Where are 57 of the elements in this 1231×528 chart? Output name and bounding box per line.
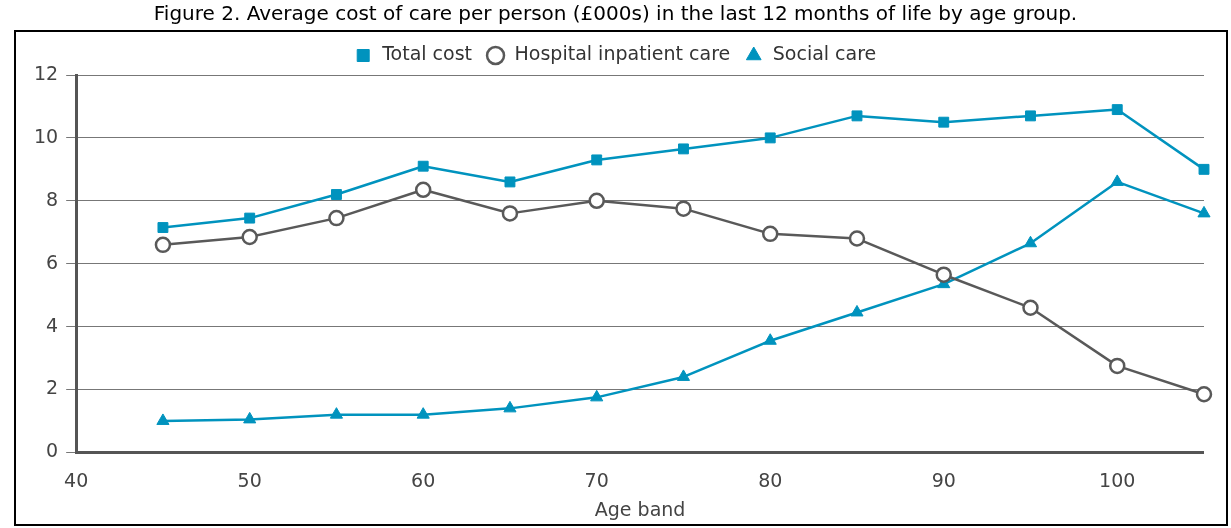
point	[414, 181, 432, 199]
point	[1195, 385, 1213, 403]
y-tick-label: 4	[46, 313, 59, 336]
point	[591, 154, 603, 166]
legend-label: Total cost	[381, 42, 473, 65]
chart-title: Figure 2. Average cost of care per person (£000s) in the last 12 months of life by age group.	[152, 0, 1079, 26]
point	[329, 407, 344, 419]
point	[1110, 174, 1124, 186]
point	[1025, 110, 1036, 122]
x-tick-label: 80	[758, 468, 783, 491]
point	[1023, 235, 1038, 248]
y-tick-label: 2	[46, 376, 59, 399]
point	[328, 209, 345, 227]
point	[848, 230, 866, 247]
point	[935, 266, 952, 283]
point	[1198, 163, 1210, 175]
point	[1022, 299, 1039, 316]
point	[417, 160, 429, 172]
x-tick-label: 100	[1099, 468, 1136, 491]
point	[590, 389, 604, 402]
point	[241, 228, 258, 246]
x-tick-label: 60	[411, 468, 436, 491]
point	[416, 407, 430, 419]
point	[330, 189, 342, 200]
point	[675, 200, 692, 217]
x-tick-label: 70	[584, 468, 609, 491]
x-axis-title: Age band	[594, 497, 686, 520]
point	[938, 116, 950, 128]
point	[1108, 357, 1126, 375]
point	[764, 132, 776, 144]
y-tick-label: 6	[46, 250, 59, 273]
point	[244, 212, 256, 224]
point	[504, 176, 516, 188]
legend-label: Social care	[772, 42, 877, 65]
point	[761, 225, 779, 243]
y-tick-label: 8	[46, 187, 59, 210]
point	[678, 143, 689, 155]
point	[850, 304, 864, 317]
point	[157, 222, 169, 233]
y-tick-label: 0	[46, 439, 59, 462]
point	[588, 192, 605, 210]
point	[156, 413, 170, 425]
point	[763, 333, 777, 345]
point	[1111, 104, 1123, 116]
x-tick-label: 90	[931, 468, 956, 491]
point	[243, 411, 257, 424]
y-tick-label: 12	[33, 61, 59, 84]
point	[1197, 205, 1211, 218]
point	[851, 110, 863, 122]
point	[154, 236, 172, 254]
x-tick-label: 50	[237, 468, 262, 491]
point	[503, 400, 517, 413]
legend-label: Hospital inpatient care	[514, 42, 731, 65]
point	[501, 205, 519, 222]
y-tick-label: 10	[33, 124, 59, 147]
x-tick-label: 40	[64, 468, 89, 491]
point	[676, 369, 691, 381]
